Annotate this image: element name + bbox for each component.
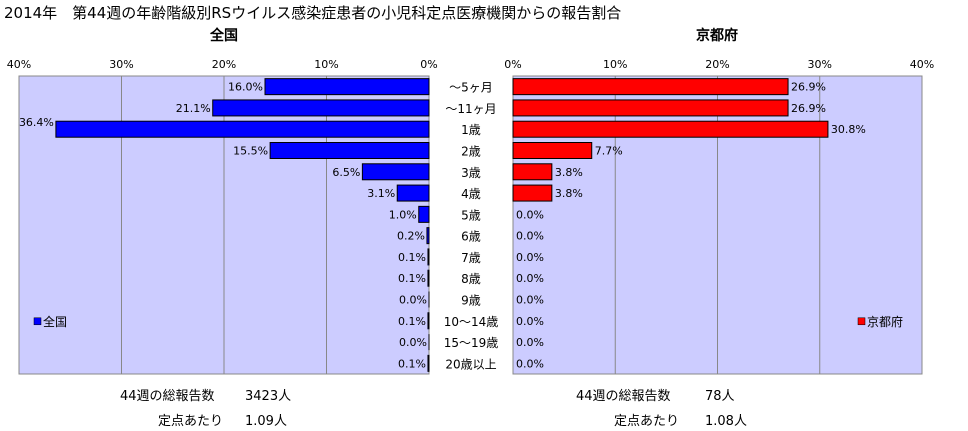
national-per-value: 1.09人 — [245, 414, 287, 429]
national-data-label: 0.2% — [397, 230, 425, 243]
category-label: 〜11ヶ月 — [445, 102, 496, 116]
kyoto-data-label: 30.8% — [831, 123, 866, 136]
national-data-label: 16.0% — [228, 81, 263, 94]
kyoto-legend-label: 京都府 — [867, 314, 903, 329]
kyoto-bar — [512, 184, 553, 202]
national-bar — [427, 354, 430, 372]
category-label: 10〜14歳 — [444, 315, 499, 329]
kyoto-data-label: 0.0% — [516, 230, 544, 243]
national-data-label: 15.5% — [233, 145, 268, 158]
national-data-label: 0.1% — [398, 357, 426, 370]
national-data-label: 0.1% — [398, 315, 426, 328]
kyoto-bar — [512, 142, 593, 159]
national-bar — [426, 227, 430, 245]
kyoto-chart-title: 京都府 — [696, 27, 738, 44]
national-tick-label: 0% — [420, 58, 437, 71]
national-tick-label: 20% — [212, 58, 236, 71]
national-data-label: 0.0% — [399, 336, 427, 349]
national-bar — [361, 163, 430, 181]
kyoto-data-label: 7.7% — [595, 145, 623, 158]
national-tick-label: 40% — [7, 58, 31, 71]
category-label: 4歳 — [461, 187, 481, 201]
kyoto-data-label: 0.0% — [516, 336, 544, 349]
national-tick-label: 30% — [109, 58, 133, 71]
kyoto-data-label: 0.0% — [516, 272, 544, 285]
national-bar — [55, 120, 430, 138]
kyoto-bar — [512, 78, 789, 96]
kyoto-bar — [512, 99, 789, 117]
category-label: 〜5ヶ月 — [449, 81, 493, 95]
national-per-label: 定点あたり — [158, 414, 224, 429]
national-bar — [427, 248, 430, 266]
category-label: 2歳 — [461, 145, 481, 159]
kyoto-data-label: 0.0% — [516, 357, 544, 370]
kyoto-data-label: 0.0% — [516, 294, 544, 307]
national-data-label: 21.1% — [176, 102, 211, 115]
kyoto-tick-label: 20% — [705, 58, 729, 71]
national-total-label: 44週の総報告数 — [120, 389, 215, 404]
kyoto-tick-label: 0% — [504, 58, 521, 71]
kyoto-per-value: 1.08人 — [705, 414, 747, 429]
category-label: 9歳 — [461, 294, 481, 308]
kyoto-data-label: 3.8% — [555, 166, 583, 179]
category-label: 1歳 — [461, 123, 481, 137]
category-label: 8歳 — [461, 272, 481, 286]
national-bar — [212, 99, 430, 117]
category-label: 3歳 — [461, 166, 481, 180]
kyoto-data-label: 3.8% — [555, 187, 583, 200]
kyoto-data-label: 26.9% — [791, 102, 826, 115]
category-label: 5歳 — [461, 208, 481, 222]
national-data-label: 0.1% — [398, 272, 426, 285]
chart-main-title: 2014年 第44週の年齢階級別RSウイルス感染症患者の小児科定点医療機関からの… — [4, 4, 622, 22]
national-bar — [427, 269, 430, 287]
national-chart-title: 全国 — [209, 27, 238, 44]
kyoto-data-label: 0.0% — [516, 251, 544, 264]
kyoto-legend-swatch — [857, 317, 866, 326]
category-label: 6歳 — [461, 230, 481, 244]
kyoto-data-label: 0.0% — [516, 315, 544, 328]
kyoto-tick-label: 10% — [603, 58, 627, 71]
kyoto-data-label: 0.0% — [516, 208, 544, 221]
kyoto-total-label: 44週の総報告数 — [576, 389, 671, 404]
national-bar — [269, 142, 430, 159]
national-data-label: 3.1% — [367, 187, 395, 200]
national-bar — [427, 312, 430, 330]
national-data-label: 0.1% — [398, 251, 426, 264]
kyoto-per-label: 定点あたり — [614, 414, 680, 429]
national-bar — [418, 205, 430, 223]
national-legend-swatch — [33, 317, 42, 326]
national-data-label: 6.5% — [332, 166, 360, 179]
national-bar — [264, 78, 430, 96]
kyoto-data-label: 26.9% — [791, 81, 826, 94]
national-tick-label: 10% — [314, 58, 338, 71]
kyoto-bar — [512, 120, 829, 138]
category-label: 15〜19歳 — [444, 336, 499, 350]
national-total-value: 3423人 — [245, 389, 292, 404]
kyoto-bar — [512, 163, 553, 181]
national-data-label: 1.0% — [389, 208, 417, 221]
kyoto-total-value: 78人 — [705, 389, 735, 404]
kyoto-tick-label: 40% — [910, 58, 934, 71]
national-data-label: 0.0% — [399, 294, 427, 307]
category-label: 7歳 — [461, 251, 481, 265]
national-bar — [396, 184, 430, 202]
category-label: 20歳以上 — [445, 357, 496, 371]
national-legend-label: 全国 — [43, 314, 67, 329]
kyoto-tick-label: 30% — [808, 58, 832, 71]
national-data-label: 36.4% — [19, 116, 54, 129]
